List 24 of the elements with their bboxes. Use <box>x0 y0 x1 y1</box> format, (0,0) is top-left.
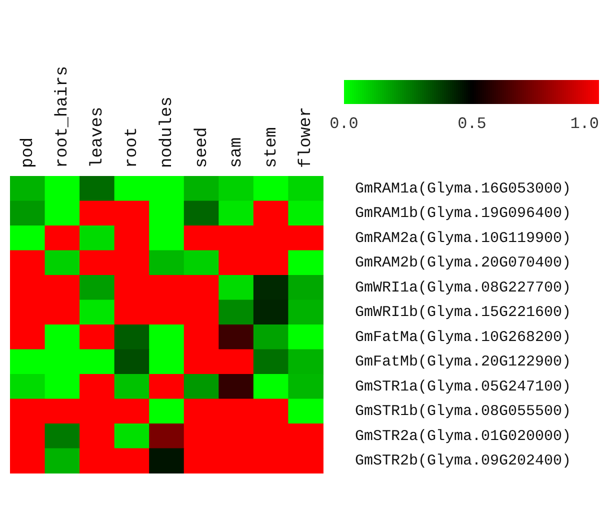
y-tick-label: GmRAM2b(Glyma.20G070400) <box>354 254 572 272</box>
x-tick-label: root_hairs <box>54 66 73 168</box>
y-tick-label: GmSTR2a(Glyma.01G020000) <box>354 428 572 445</box>
y-tick-label: GmWRI1a(Glyma.08G227700) <box>354 279 572 296</box>
x-tick-label: flower <box>297 106 316 168</box>
y-tick-label: GmFatMa(Glyma.10G268200) <box>354 328 572 346</box>
y-tick-label: GmSTR2b(Glyma.09G202400) <box>354 452 572 470</box>
y-tick-label: GmWRI1b(Glyma.15G221600) <box>354 304 572 322</box>
color-bar-label: 1.0 <box>570 115 600 134</box>
y-tick-label: GmRAM1a(Glyma.16G053000) <box>354 180 572 198</box>
color-bar-label: 0.5 <box>458 115 486 134</box>
x-tick-label: pod <box>18 137 38 168</box>
color-bar-label: 0.0 <box>330 115 358 134</box>
x-tick-label: sam <box>228 137 247 168</box>
y-tick-label: GmFatMb(Glyma.20G122900) <box>354 354 572 371</box>
x-tick-label: nodules <box>158 96 177 168</box>
y-tick-label: GmRAM2a(Glyma.10G119900) <box>354 230 572 247</box>
y-tick-label: GmSTR1a(Glyma.05G247100) <box>354 378 572 396</box>
x-tick-label: seed <box>192 127 212 168</box>
x-tick-label: stem <box>262 127 282 168</box>
y-tick-label: GmSTR1b(Glyma.08G055500) <box>354 403 572 420</box>
x-tick-label: leaves <box>88 106 108 168</box>
x-tick-label: root <box>123 127 142 168</box>
y-tick-label: GmRAM1b(Glyma.19G096400) <box>354 205 572 222</box>
